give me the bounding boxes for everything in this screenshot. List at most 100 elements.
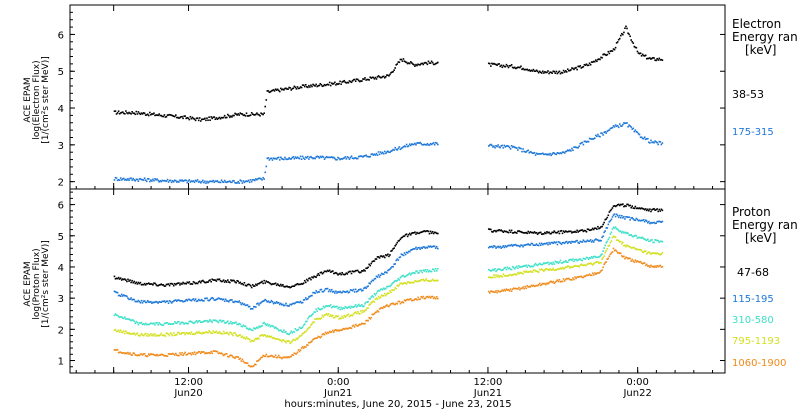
data-point [230, 354, 232, 356]
data-point [344, 327, 347, 330]
data-point [406, 274, 409, 276]
data-point [226, 320, 229, 323]
data-point [338, 318, 340, 320]
data-point [310, 315, 312, 317]
data-point [615, 228, 618, 230]
data-point [571, 67, 573, 69]
data-point [360, 323, 362, 326]
data-point [341, 158, 343, 160]
data-point [434, 62, 437, 65]
data-point [139, 301, 142, 304]
data-point [193, 299, 196, 302]
data-point [592, 60, 595, 63]
data-point [135, 110, 138, 113]
data-point [512, 266, 515, 269]
data-point [322, 316, 325, 318]
data-point [616, 214, 619, 217]
data-point [339, 158, 341, 161]
data-point [372, 296, 375, 298]
data-point [651, 252, 653, 255]
data-point [558, 241, 561, 244]
data-point [636, 218, 639, 221]
data-point [243, 281, 246, 284]
data-point [537, 71, 540, 74]
data-point [657, 265, 660, 268]
data-point [400, 253, 403, 255]
data-point [649, 240, 651, 243]
data-point [549, 152, 551, 155]
data-point [628, 257, 630, 259]
data-point [581, 264, 584, 266]
data-point [431, 142, 434, 145]
data-point [376, 298, 379, 301]
data-point [323, 270, 326, 273]
data-point [520, 287, 522, 290]
data-point [545, 242, 547, 245]
data-point [578, 266, 581, 268]
data-point [266, 157, 269, 160]
data-point [249, 308, 252, 310]
data-point [403, 60, 406, 63]
data-point [619, 252, 622, 255]
data-point [113, 110, 116, 113]
proton-legend-title: Proton [732, 205, 771, 219]
data-point [255, 327, 257, 330]
data-point [611, 251, 614, 253]
data-point [397, 259, 400, 261]
data-point [234, 281, 236, 283]
data-point [336, 158, 338, 161]
data-point [152, 353, 154, 356]
data-point [615, 42, 618, 44]
data-point [617, 239, 620, 242]
data-point [583, 240, 586, 243]
data-point [339, 290, 341, 293]
data-point [283, 356, 285, 359]
data-point [641, 262, 644, 265]
data-point [538, 242, 541, 245]
data-point [263, 321, 265, 324]
data-point [264, 323, 267, 325]
data-point [343, 314, 346, 317]
data-point [306, 157, 308, 159]
data-point [643, 250, 646, 252]
data-point [209, 352, 211, 355]
data-point [437, 267, 439, 270]
data-point [380, 76, 383, 79]
data-point [247, 337, 250, 340]
data-point [369, 282, 372, 285]
data-point [163, 322, 166, 325]
data-point [652, 265, 654, 268]
data-point [570, 69, 572, 71]
data-point [242, 303, 245, 306]
data-point [642, 137, 645, 140]
data-point [130, 333, 132, 335]
data-point [322, 85, 325, 87]
data-point [131, 332, 133, 335]
data-point [366, 307, 368, 310]
data-point [353, 78, 356, 81]
data-point [654, 222, 656, 225]
data-point [125, 318, 127, 320]
data-point [618, 230, 621, 233]
data-point [180, 115, 182, 118]
data-point [398, 300, 401, 303]
data-point [506, 231, 509, 233]
data-point [616, 41, 619, 43]
data-point [631, 128, 634, 130]
data-point [121, 331, 124, 334]
data-point [601, 56, 603, 59]
data-point [190, 283, 193, 285]
data-point [617, 203, 620, 206]
data-point [613, 205, 616, 207]
proton-series-795-1193 [113, 235, 664, 345]
data-point [357, 312, 360, 315]
data-point [518, 286, 520, 289]
data-point [612, 205, 615, 207]
data-point [533, 231, 536, 233]
data-point [495, 270, 497, 273]
data-point [334, 306, 336, 308]
data-point [498, 268, 500, 270]
data-point [123, 330, 125, 332]
data-point [239, 281, 242, 284]
data-point [592, 255, 595, 258]
